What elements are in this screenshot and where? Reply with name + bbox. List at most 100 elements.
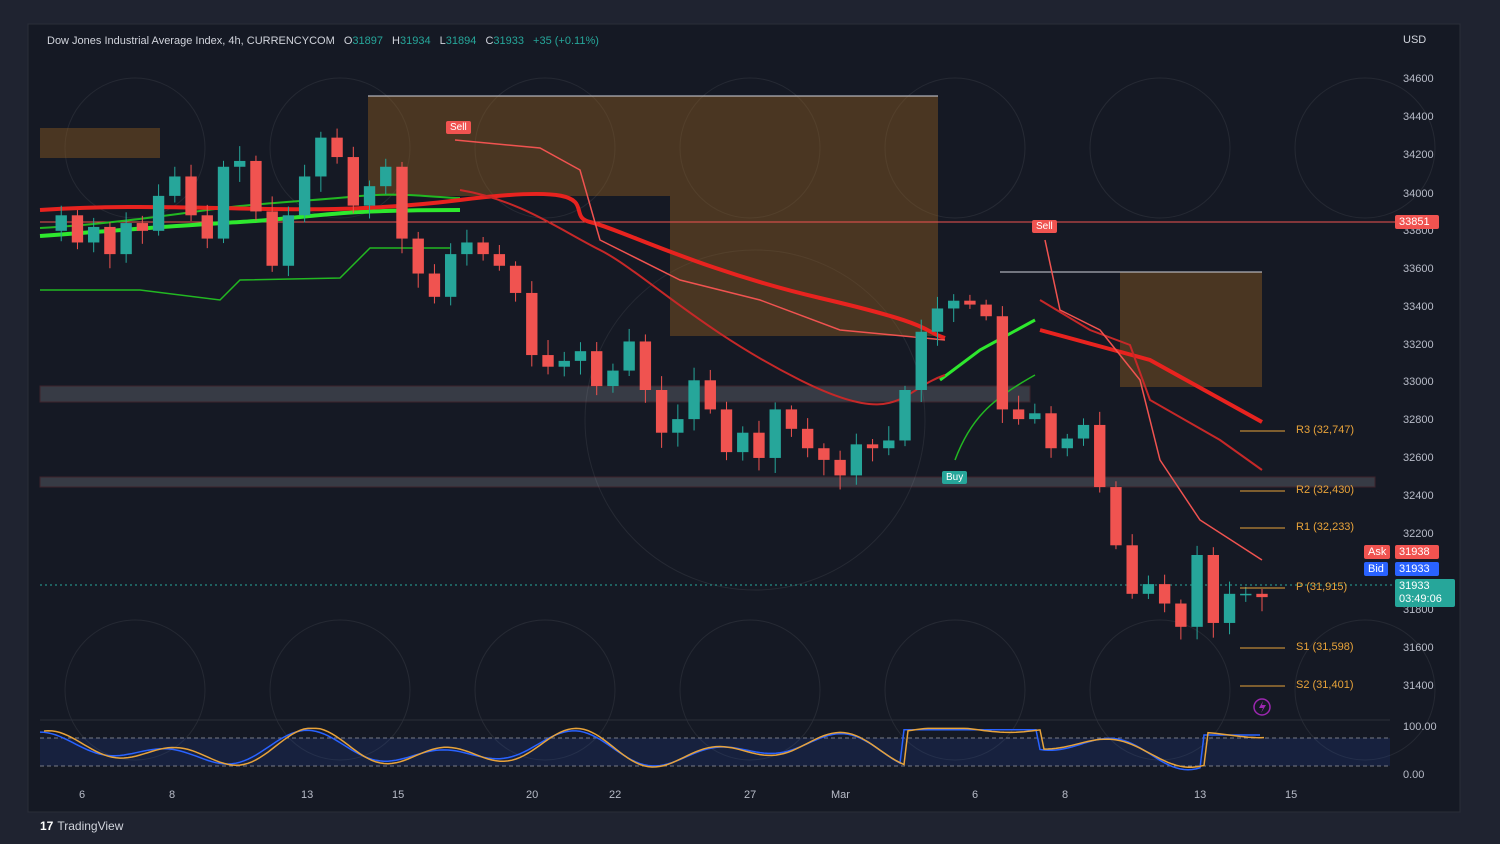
price-tick: 32200 xyxy=(1403,528,1434,540)
pivot-s1-label: S1 (31,598) xyxy=(1296,641,1354,653)
candle-body xyxy=(315,137,327,177)
pivot-s2-label: S2 (31,401) xyxy=(1296,679,1354,691)
candle-body xyxy=(1126,545,1138,594)
candle-body xyxy=(1223,593,1236,623)
tradingview-logo[interactable]: 17 TradingView xyxy=(40,819,123,833)
price-tick: 34200 xyxy=(1403,149,1434,161)
date-tick: 15 xyxy=(392,789,405,801)
high-label: H xyxy=(392,35,400,47)
candle-body xyxy=(801,428,814,449)
candle-body xyxy=(298,176,311,216)
candle-body xyxy=(1191,555,1203,627)
alert-icon[interactable] xyxy=(1253,698,1271,716)
ma-ribbon-bull xyxy=(39,193,1036,461)
price-tick: 32800 xyxy=(1403,414,1434,426)
date-tick: 8 xyxy=(1062,789,1069,801)
candle-body xyxy=(720,409,733,453)
osc-tick-top: 100.00 xyxy=(1403,721,1437,733)
change-value: +35 (+0.11%) xyxy=(533,35,599,47)
symbol-legend: Dow Jones Industrial Average Index, 4h, … xyxy=(47,35,599,47)
candle-body xyxy=(688,380,700,420)
date-tick: 8 xyxy=(169,789,176,801)
candle-body xyxy=(591,351,603,387)
candle-body xyxy=(1256,593,1268,598)
candle-body xyxy=(444,254,457,297)
candle-body xyxy=(1142,584,1155,594)
candle-body xyxy=(88,226,100,243)
supply-zones xyxy=(39,95,1395,586)
date-tick: 20 xyxy=(526,789,539,801)
candle-body xyxy=(185,176,197,216)
candle-body xyxy=(964,300,976,305)
candle-body xyxy=(639,341,652,390)
price-tick: 31400 xyxy=(1403,680,1434,692)
candle-body xyxy=(217,166,230,239)
candle-body xyxy=(623,341,635,371)
candle-body xyxy=(331,137,343,158)
date-tick: 27 xyxy=(744,789,757,801)
candle-body xyxy=(672,419,684,433)
open-value: 31897 xyxy=(352,35,383,47)
lightning-icon xyxy=(1259,701,1266,713)
pivot-r3-label: R3 (32,747) xyxy=(1296,424,1355,436)
close-value: 31933 xyxy=(493,35,524,47)
date-tick: 6 xyxy=(972,789,979,801)
candle-body xyxy=(493,254,506,266)
buy-signal[interactable]: Buy xyxy=(942,471,968,484)
ask-value: 31938 xyxy=(1395,545,1439,559)
candle-body xyxy=(347,157,359,206)
candle-body xyxy=(412,238,424,274)
candle-body xyxy=(461,242,473,255)
osc-tick-bottom: 0.00 xyxy=(1403,769,1425,781)
oscillator-pane xyxy=(39,719,1390,771)
price-tick: 33600 xyxy=(1403,263,1434,275)
candle-body xyxy=(428,273,441,297)
candle-body xyxy=(1045,413,1057,449)
date-tick: 22 xyxy=(609,789,622,801)
ask-label: Ask xyxy=(1364,545,1391,559)
candle-body xyxy=(120,223,132,255)
candle-body xyxy=(1094,424,1106,488)
candle-body xyxy=(980,304,992,317)
candle-series xyxy=(55,128,1268,640)
candle-body xyxy=(948,300,960,309)
candle-body xyxy=(915,331,927,390)
date-tick: 6 xyxy=(79,789,86,801)
price-tick: 32400 xyxy=(1403,490,1434,502)
date-tick: 15 xyxy=(1285,789,1298,801)
candle-body xyxy=(899,390,911,441)
candle-body xyxy=(1175,603,1187,627)
candle-body xyxy=(104,226,116,255)
low-label: L xyxy=(439,35,446,47)
price-tick: 31800 xyxy=(1403,604,1434,616)
candle-body xyxy=(1012,409,1025,420)
sell-signal[interactable]: Sell xyxy=(446,121,471,134)
candle-body xyxy=(558,360,570,367)
candle-body xyxy=(1240,593,1252,596)
pivot-p-label: P (31,915) xyxy=(1296,581,1348,593)
candle-body xyxy=(931,308,944,332)
candle-body xyxy=(866,444,879,449)
price-tick: 34000 xyxy=(1403,188,1434,200)
candle-body xyxy=(152,195,165,231)
last-price: 31933 xyxy=(1399,580,1430,592)
candle-body xyxy=(282,215,295,266)
bar-countdown: 03:49:06 xyxy=(1399,593,1442,605)
sell-signal[interactable]: Sell xyxy=(1032,220,1057,233)
candle-body xyxy=(1061,438,1073,449)
open-label: O xyxy=(343,35,353,47)
candle-body xyxy=(883,440,895,449)
close-label: C xyxy=(485,35,494,47)
candle-body xyxy=(785,409,798,429)
date-tick: Mar xyxy=(831,789,850,801)
price-tick: 33400 xyxy=(1403,301,1434,313)
candle-body xyxy=(380,166,392,187)
candle-body xyxy=(655,390,668,433)
candle-body xyxy=(737,432,749,453)
currency-label[interactable]: USD xyxy=(1403,34,1427,46)
pivot-r1-label: R1 (32,233) xyxy=(1296,521,1355,533)
last-price-tag: 31933 03:49:06 xyxy=(1395,579,1455,607)
candle-body xyxy=(201,215,213,239)
candle-body xyxy=(136,223,149,231)
